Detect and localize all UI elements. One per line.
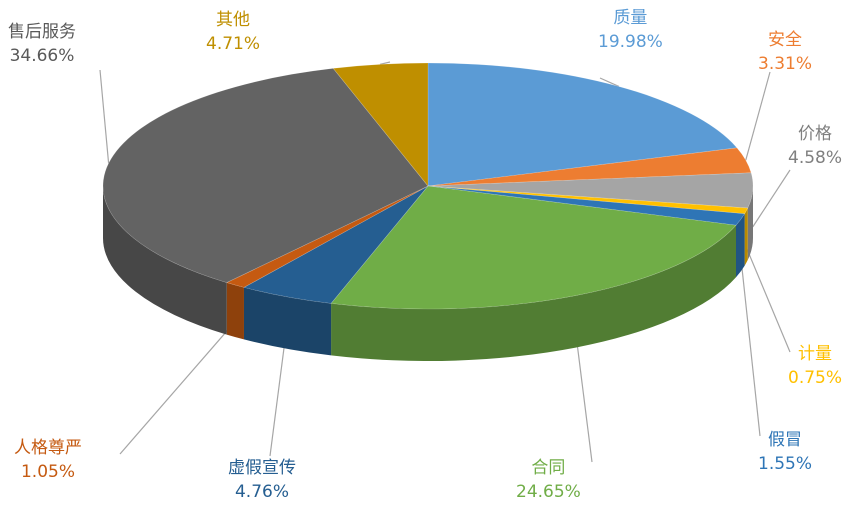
slice-虚假宣传	[243, 185, 429, 304]
slice-售后服务	[102, 68, 429, 283]
label-假冒: 假冒 1.55%	[758, 430, 813, 474]
slice-合同	[330, 185, 737, 310]
leader-line-其他	[379, 61, 391, 65]
label-价格: 价格 4.58%	[788, 124, 843, 168]
label-售后服务: 售后服务 34.66%	[8, 22, 76, 66]
slice-质量	[427, 62, 738, 187]
slice-价格	[427, 172, 754, 209]
leader-line-售后服务	[99, 69, 110, 164]
label-质量: 质量 19.98%	[598, 8, 663, 52]
label-其他: 其他 4.71%	[206, 10, 261, 54]
slice-假冒	[427, 185, 746, 226]
label-安全: 安全 3.31%	[758, 30, 813, 74]
slice-side-价格	[747, 186, 753, 261]
leader-line-计量	[745, 247, 791, 353]
slice-其他	[332, 62, 429, 187]
leader-line-质量	[599, 77, 620, 87]
slice-side-虚假宣传	[243, 287, 332, 356]
slice-side-售后服务	[103, 186, 227, 335]
pie-sides	[103, 186, 753, 362]
leader-line-虚假宣传	[269, 332, 287, 457]
leader-line-安全	[745, 71, 771, 161]
slice-side-合同	[331, 225, 737, 362]
slice-安全	[427, 147, 752, 187]
label-人格尊严: 人格尊严 1.05%	[14, 438, 82, 482]
slice-人格尊严	[225, 185, 429, 288]
label-合同: 合同 24.65%	[516, 458, 581, 502]
leader-line-人格尊严	[119, 321, 236, 455]
slice-side-假冒	[736, 213, 745, 278]
pie-top-slices	[102, 62, 754, 310]
leader-line-价格	[752, 169, 791, 228]
leader-line-合同	[575, 331, 593, 463]
label-虚假宣传: 虚假宣传 4.76%	[228, 458, 296, 502]
leader-lines	[99, 61, 791, 463]
slice-side-计量	[744, 208, 748, 266]
label-计量: 计量 0.75%	[788, 344, 843, 388]
leader-line-假冒	[740, 255, 761, 437]
slice-side-人格尊严	[226, 282, 244, 340]
slice-计量	[427, 185, 749, 215]
